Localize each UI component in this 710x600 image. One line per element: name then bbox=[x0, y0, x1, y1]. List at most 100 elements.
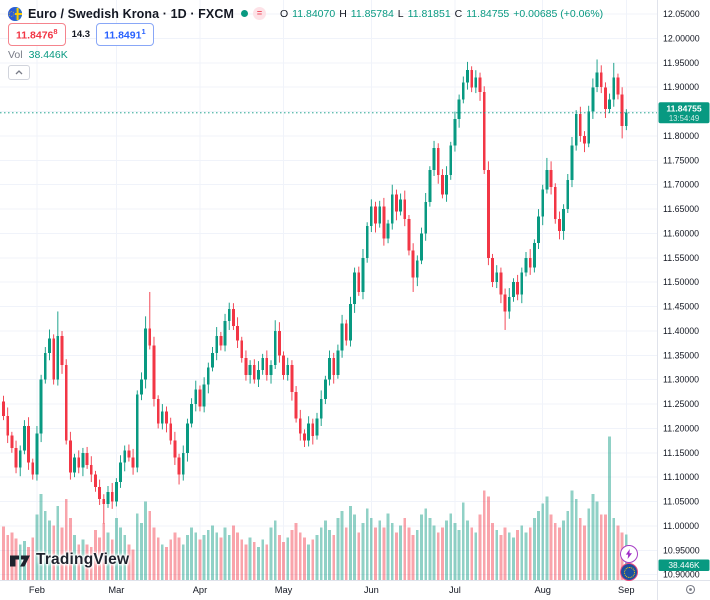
candle bbox=[578, 114, 582, 136]
time-axis-panel[interactable] bbox=[0, 580, 658, 600]
buy-button[interactable]: 11.84911 bbox=[96, 23, 154, 46]
volume-legend: Vol 38.446K bbox=[8, 49, 603, 61]
volume-bar bbox=[89, 546, 93, 581]
candle bbox=[424, 201, 428, 234]
volume-bar bbox=[257, 546, 260, 581]
volume-bar bbox=[127, 544, 131, 581]
candle bbox=[273, 330, 277, 366]
market-open-icon[interactable] bbox=[241, 10, 248, 17]
volume-bar bbox=[503, 527, 507, 581]
candle bbox=[181, 452, 185, 475]
candle bbox=[399, 199, 402, 212]
candle bbox=[332, 357, 336, 375]
candle bbox=[10, 435, 14, 448]
candle bbox=[532, 243, 536, 268]
volume-bar bbox=[148, 510, 152, 581]
time-axis-label: Apr bbox=[193, 585, 207, 595]
candle bbox=[604, 87, 607, 110]
candle bbox=[35, 433, 39, 475]
candle bbox=[528, 257, 532, 268]
volume-bar bbox=[482, 490, 486, 581]
volume-bar bbox=[340, 510, 344, 581]
candle bbox=[587, 111, 591, 144]
volume-badge-value: 38.446K bbox=[668, 560, 700, 570]
candle bbox=[77, 457, 81, 468]
candle bbox=[599, 72, 603, 88]
candle bbox=[294, 391, 298, 419]
candle bbox=[349, 304, 352, 341]
sell-button[interactable]: 11.84768 bbox=[8, 23, 66, 46]
symbol-title[interactable]: Euro / Swedish Krona · 1D · FXCM bbox=[28, 6, 234, 21]
candle bbox=[336, 350, 340, 375]
candle bbox=[524, 257, 528, 273]
flash-boost-button[interactable] bbox=[620, 545, 638, 563]
volume-bar bbox=[248, 537, 252, 581]
bid-ask-row: 11.84768 14.3 11.84911 bbox=[8, 23, 603, 46]
candle bbox=[353, 272, 357, 305]
candles-layer bbox=[2, 59, 628, 524]
candle bbox=[127, 450, 131, 458]
candle bbox=[286, 365, 290, 375]
volume-bar bbox=[323, 520, 327, 581]
candle bbox=[566, 179, 570, 210]
volume-bar bbox=[18, 544, 22, 581]
volume-bar bbox=[286, 537, 290, 581]
volume-bar bbox=[591, 494, 595, 581]
tradingview-logo[interactable]: TradingView bbox=[9, 551, 129, 569]
candle bbox=[2, 401, 5, 417]
volume-bar bbox=[353, 514, 357, 581]
candle bbox=[340, 323, 344, 351]
volume-bar bbox=[545, 496, 549, 581]
candle bbox=[319, 399, 323, 419]
time-axis[interactable]: Feb Mar Apr May Jun Jul Aug Sep bbox=[29, 585, 635, 595]
volume-bar bbox=[227, 534, 231, 581]
candle bbox=[415, 260, 419, 278]
price-axis[interactable]: 12.05000 12.00000 11.95000 11.90000 11.80000… bbox=[663, 9, 700, 580]
candle bbox=[298, 418, 302, 434]
volume-bar bbox=[395, 532, 398, 581]
candle bbox=[190, 404, 193, 424]
volume-bar bbox=[73, 534, 76, 581]
price-badge-value: 11.84755 bbox=[666, 103, 702, 113]
candle bbox=[257, 369, 260, 380]
time-axis-settings-button[interactable] bbox=[682, 582, 698, 597]
volume-bar bbox=[562, 520, 566, 581]
candle bbox=[23, 425, 26, 451]
volume-bar bbox=[424, 508, 428, 581]
symbol-bubble-button[interactable] bbox=[620, 563, 638, 581]
volume-bar bbox=[211, 525, 214, 581]
delayed-data-icon[interactable]: = bbox=[253, 7, 266, 20]
candle bbox=[574, 114, 578, 146]
volume-bar bbox=[307, 544, 311, 581]
candle bbox=[31, 462, 35, 475]
candle bbox=[474, 77, 478, 88]
volume-bar bbox=[85, 544, 89, 581]
volume-bar bbox=[223, 527, 227, 581]
candle bbox=[94, 474, 97, 487]
volume-bar bbox=[528, 527, 532, 581]
candle bbox=[591, 87, 595, 112]
candle bbox=[537, 216, 540, 244]
volume-badge-bg bbox=[658, 559, 710, 571]
candle bbox=[277, 330, 281, 356]
candle bbox=[106, 491, 110, 504]
low-value: 11.81851 bbox=[407, 7, 451, 20]
volume-bar bbox=[303, 537, 306, 581]
volume-bar bbox=[294, 522, 298, 581]
volume-bar bbox=[382, 527, 386, 581]
candle bbox=[407, 218, 411, 251]
legend-collapse-button[interactable] bbox=[8, 65, 30, 80]
time-axis-label: Jul bbox=[449, 585, 461, 595]
price-axis-panel[interactable] bbox=[657, 0, 710, 600]
volume-bar bbox=[420, 514, 423, 581]
candle bbox=[165, 411, 168, 424]
candle bbox=[549, 170, 553, 188]
candle bbox=[466, 70, 469, 83]
volume-bar bbox=[236, 532, 239, 581]
candle bbox=[269, 365, 273, 375]
volume-bar bbox=[123, 534, 127, 581]
volume-layer bbox=[2, 436, 628, 581]
gear-icon bbox=[685, 584, 695, 595]
volume-bar bbox=[491, 522, 494, 581]
